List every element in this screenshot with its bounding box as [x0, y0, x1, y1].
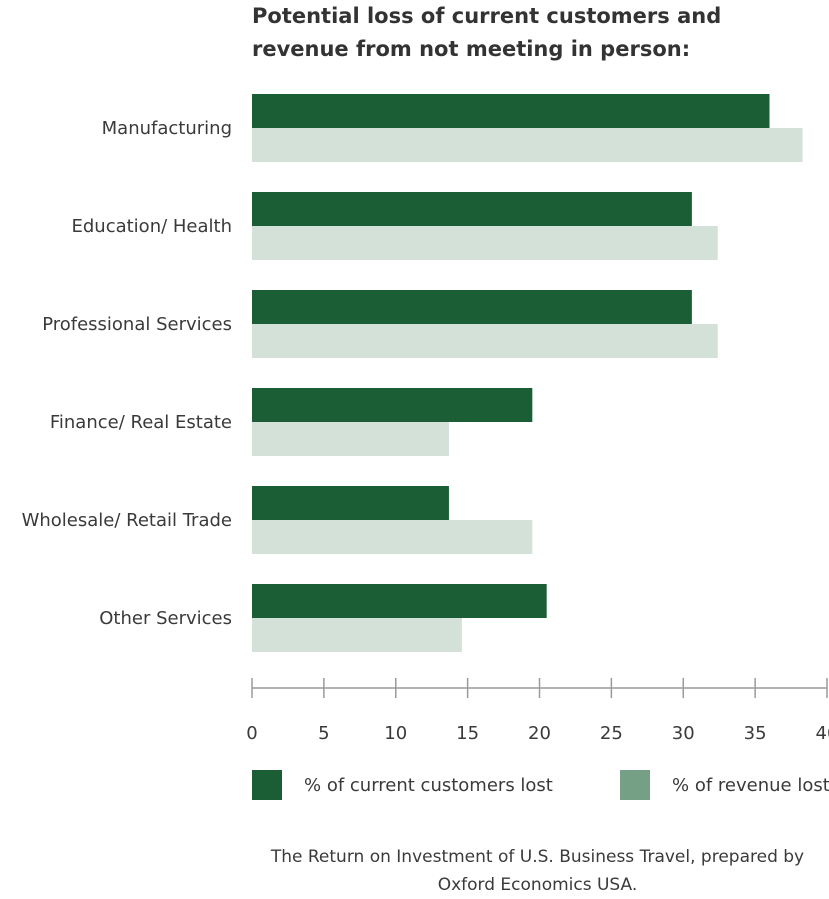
x-tick-label-10: 10 — [384, 723, 407, 744]
chart-title: Potential loss of current customers and … — [252, 4, 722, 61]
bar-professional-services-customers — [252, 290, 692, 324]
x-tick-label-20: 20 — [528, 723, 551, 744]
source-note: The Return on Investment of U.S. Busines… — [270, 847, 805, 895]
bar-manufacturing-customers — [252, 94, 770, 128]
bars-group — [252, 94, 803, 652]
bar-education-health-revenue — [252, 226, 718, 260]
legend-item-revenue: % of revenue lost — [620, 770, 829, 800]
category-label-wholesale-retail-trade: Wholesale/ Retail Trade — [22, 510, 232, 531]
category-label-education-health: Education/ Health — [71, 216, 232, 237]
category-label-professional-services: Professional Services — [42, 314, 232, 335]
legend-label-customers: % of current customers lost — [304, 774, 553, 796]
x-tick-label-40: 40 — [816, 723, 829, 744]
bar-finance-real-estate-customers — [252, 388, 533, 422]
category-label-finance-real-estate: Finance/ Real Estate — [50, 412, 232, 433]
bar-professional-services-revenue — [252, 324, 718, 358]
bar-finance-real-estate-revenue — [252, 422, 449, 456]
x-axis: 0 5 10 15 20 25 30 35 40 — [246, 678, 829, 744]
legend-label-revenue: % of revenue lost — [672, 774, 829, 796]
legend: % of current customers lost % of revenue… — [0, 770, 829, 802]
legend-item-customers: % of current customers lost — [252, 770, 553, 800]
bar-education-health-customers — [252, 192, 692, 226]
x-tick-label-35: 35 — [744, 723, 767, 744]
x-tick-label-5: 5 — [318, 723, 329, 744]
bar-chart: Manufacturing Education/ Health Profession… — [22, 94, 829, 744]
category-label-manufacturing: Manufacturing — [102, 118, 232, 139]
x-tick-label-15: 15 — [456, 723, 479, 744]
bar-wholesale-retail-trade-revenue — [252, 520, 533, 554]
legend-swatch-customers — [252, 770, 282, 800]
bar-other-services-customers — [252, 584, 547, 618]
category-labels: Manufacturing Education/ Health Profession… — [22, 118, 232, 629]
x-tick-label-0: 0 — [246, 723, 257, 744]
x-tick-label-30: 30 — [672, 723, 695, 744]
bar-wholesale-retail-trade-customers — [252, 486, 449, 520]
x-tick-label-25: 25 — [600, 723, 623, 744]
legend-swatch-revenue — [620, 770, 650, 800]
bar-manufacturing-revenue — [252, 128, 803, 162]
category-label-other-services: Other Services — [99, 608, 232, 629]
bar-other-services-revenue — [252, 618, 462, 652]
